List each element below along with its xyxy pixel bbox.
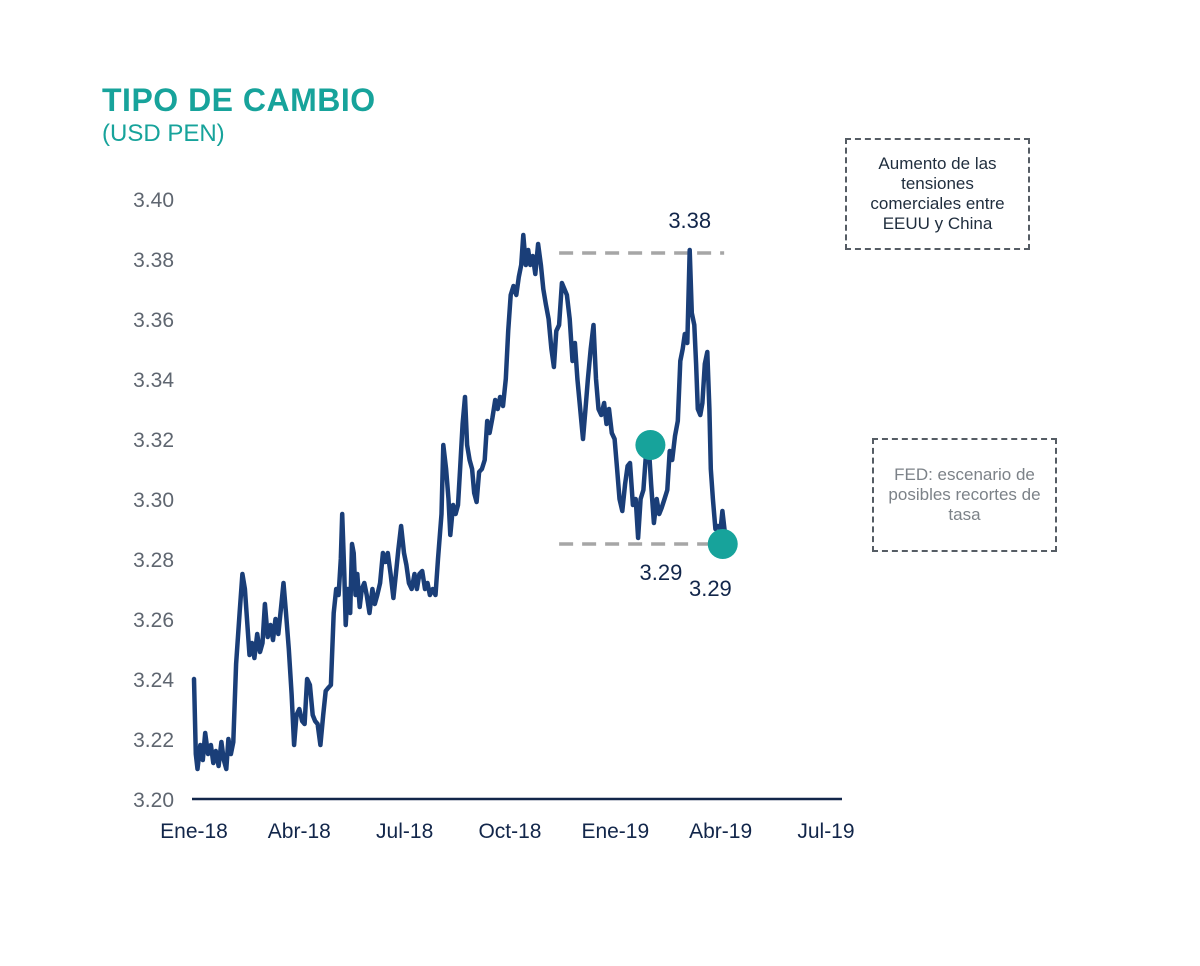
- y-tick-label: 3.22: [133, 729, 174, 752]
- value-labels: 3.38 3.293.29: [640, 208, 732, 601]
- highlight-marker: [707, 529, 738, 559]
- series-line: [191, 232, 728, 772]
- x-axis-ticks: Ene-18 Abr-18 Jul-18 Oct-18 Ene-19 Abr-19 Jul-…: [160, 820, 854, 843]
- y-tick-label: 3.34: [133, 369, 174, 392]
- y-axis-ticks: 3.20 3.22 3.24 3.26 3.28 3.30 3.32 3.34 3.36 3.38…: [133, 189, 174, 812]
- annotation-fed-rate-cuts: FED: escenario de posibles recortes de t…: [872, 438, 1057, 552]
- y-tick-label: 3.32: [133, 429, 174, 452]
- chart-title: TIPO DE CAMBIO: [102, 82, 376, 118]
- x-tick-label: Oct-18: [478, 820, 541, 843]
- markers-group: [635, 430, 738, 559]
- y-tick-label: 3.24: [133, 669, 174, 692]
- x-tick-label: Abr-18: [268, 820, 331, 843]
- series-group: [191, 232, 728, 772]
- y-tick-label: 3.20: [133, 789, 174, 812]
- chart-subtitle: (USD PEN): [102, 120, 225, 147]
- y-tick-label: 3.30: [133, 489, 174, 512]
- y-tick-label: 3.38: [133, 249, 174, 272]
- x-tick-label: Ene-18: [160, 820, 228, 843]
- x-tick-label: Abr-19: [689, 820, 752, 843]
- x-tick-label: Ene-19: [581, 820, 649, 843]
- x-tick-label: Jul-18: [376, 820, 433, 843]
- data-label: 3.29: [640, 560, 683, 585]
- data-label: 3.29: [689, 576, 732, 601]
- annotation-trade-tensions: Aumento de las tensiones comerciales ent…: [845, 138, 1030, 250]
- data-label: 3.38: [668, 208, 711, 233]
- reference-lines: [559, 251, 725, 546]
- x-tick-label: Jul-19: [797, 820, 854, 843]
- y-tick-label: 3.36: [133, 309, 174, 332]
- y-tick-label: 3.40: [133, 189, 174, 212]
- y-tick-label: 3.26: [133, 609, 174, 632]
- y-tick-label: 3.28: [133, 549, 174, 572]
- highlight-marker: [635, 430, 666, 460]
